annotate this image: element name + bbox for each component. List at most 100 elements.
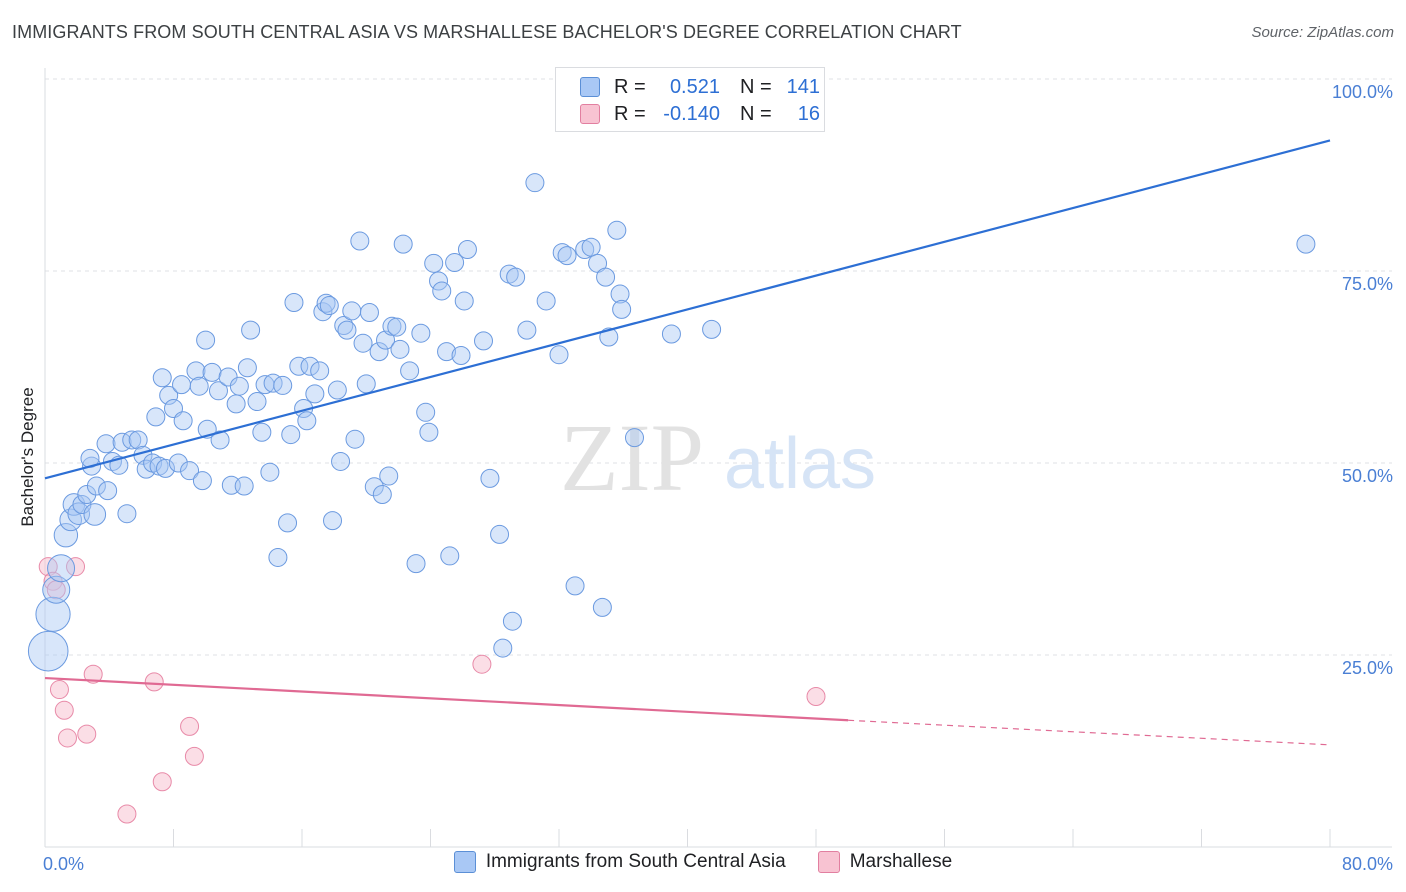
immigrants-point (47, 554, 76, 583)
trend-lines (44, 139, 1331, 746)
legend-swatch-pink (817, 851, 840, 873)
legend-item-immigrants[interactable]: Immigrants from South Central Asia (453, 851, 786, 873)
x-tick-label: 80.0% (1342, 854, 1393, 874)
immigrants-point (300, 356, 320, 376)
y-tick-label: 75.0% (1342, 274, 1393, 294)
immigrants-point (437, 342, 457, 362)
immigrants-point (229, 376, 249, 396)
marshallese-point (77, 724, 97, 744)
immigrants-point (517, 320, 537, 340)
immigrants-point (536, 291, 556, 311)
immigrants-point (83, 503, 107, 526)
immigrants-point (128, 430, 148, 450)
immigrants-point (273, 375, 293, 395)
immigrants-point (406, 554, 426, 574)
marshallese-point (152, 772, 172, 792)
immigrants-point (1296, 234, 1316, 254)
immigrants-point (581, 237, 601, 257)
immigrants-point (382, 316, 402, 336)
immigrants-point (173, 411, 193, 431)
immigrants-point (327, 380, 347, 400)
legend-r-label: R = (614, 75, 646, 98)
y-tick-label: 25.0% (1342, 658, 1393, 678)
legend-item-marshallese[interactable]: Marshallese (817, 851, 953, 873)
immigrants-point (319, 296, 339, 316)
immigrants-point (549, 345, 569, 365)
immigrants-point (596, 267, 616, 287)
immigrants-point (53, 522, 79, 548)
immigrants-point (186, 361, 206, 381)
y-tick-label: 100.0% (1332, 82, 1393, 102)
immigrants-point (390, 339, 410, 359)
marshallese-point (54, 700, 74, 720)
immigrants-point (122, 430, 142, 450)
legend-r-label: R = (614, 102, 646, 125)
immigrants-point (210, 430, 230, 450)
immigrants-point (599, 327, 619, 347)
watermark-atlas: atlas (724, 424, 876, 504)
immigrants-point (502, 611, 522, 631)
immigrants-point (702, 319, 722, 339)
immigrants-point (281, 425, 301, 445)
immigrants-point (247, 392, 267, 412)
immigrants-point (607, 220, 627, 240)
immigrants-point (445, 253, 465, 273)
legend-swatch-blue (453, 851, 476, 873)
immigrants-point (155, 458, 175, 478)
watermark: ZIP atlas (560, 404, 876, 511)
marshallese-point (66, 557, 86, 577)
legend-row-pink: R = -0.140 N = 16 (556, 100, 820, 128)
immigrants-point (612, 299, 632, 319)
immigrants-point (525, 173, 545, 193)
legend-swatch-pink (580, 104, 600, 124)
immigrants-point (226, 394, 246, 414)
immigrants-point (331, 451, 351, 471)
legend-label-marshallese: Marshallese (849, 851, 953, 872)
immigrants-point (565, 576, 585, 596)
legend-label-immigrants: Immigrants from South Central Asia (485, 851, 786, 872)
immigrants-point (457, 239, 477, 259)
immigrants-point (337, 320, 357, 340)
immigrants-point (202, 362, 222, 382)
immigrants-point (369, 342, 389, 362)
axes (44, 68, 1392, 848)
source-label: Source: ZipAtlas.com (1251, 24, 1394, 41)
immigrants-point (474, 331, 494, 351)
immigrants-point (661, 324, 681, 344)
immigrants-point (180, 461, 200, 481)
immigrants-point (393, 234, 413, 254)
marshallese-point (180, 716, 200, 736)
immigrants-points (27, 173, 1316, 672)
immigrants-point (345, 429, 365, 449)
immigrants-point (146, 407, 166, 427)
marshallese-point (184, 746, 204, 766)
immigrants-point (353, 333, 373, 353)
immigrants-point (432, 281, 452, 301)
immigrants-point (208, 381, 228, 401)
chart-title: IMMIGRANTS FROM SOUTH CENTRAL ASIA VS MA… (12, 22, 962, 42)
immigrants-point (364, 477, 384, 497)
legend-r-value: -0.140 (663, 102, 720, 125)
immigrants-point (168, 453, 188, 473)
tick-labels: 25.0% 50.0% 75.0% 100.0% 0.0% 80.0% (43, 82, 1393, 874)
immigrants-point (480, 468, 500, 488)
immigrants-point (241, 320, 261, 340)
marshallese-point (83, 664, 103, 684)
immigrants-point (419, 422, 439, 442)
immigrants-point (35, 596, 71, 632)
immigrants-point (27, 630, 69, 672)
marshallese-point (117, 804, 137, 824)
immigrants-point (234, 476, 254, 496)
legend-row-blue: R = 0.521 N = 141 (556, 73, 820, 101)
immigrants-point (400, 361, 420, 381)
marshallese-point (49, 680, 69, 700)
immigrants-point (77, 484, 97, 504)
immigrants-point (372, 484, 392, 504)
immigrants-point (86, 476, 106, 496)
immigrants-point (310, 361, 330, 381)
marshallese-point (144, 672, 164, 692)
immigrants-point (411, 323, 431, 343)
y-tick-label: 50.0% (1342, 466, 1393, 486)
immigrants-point (98, 481, 118, 501)
marshallese-trend-extension (848, 719, 1331, 746)
